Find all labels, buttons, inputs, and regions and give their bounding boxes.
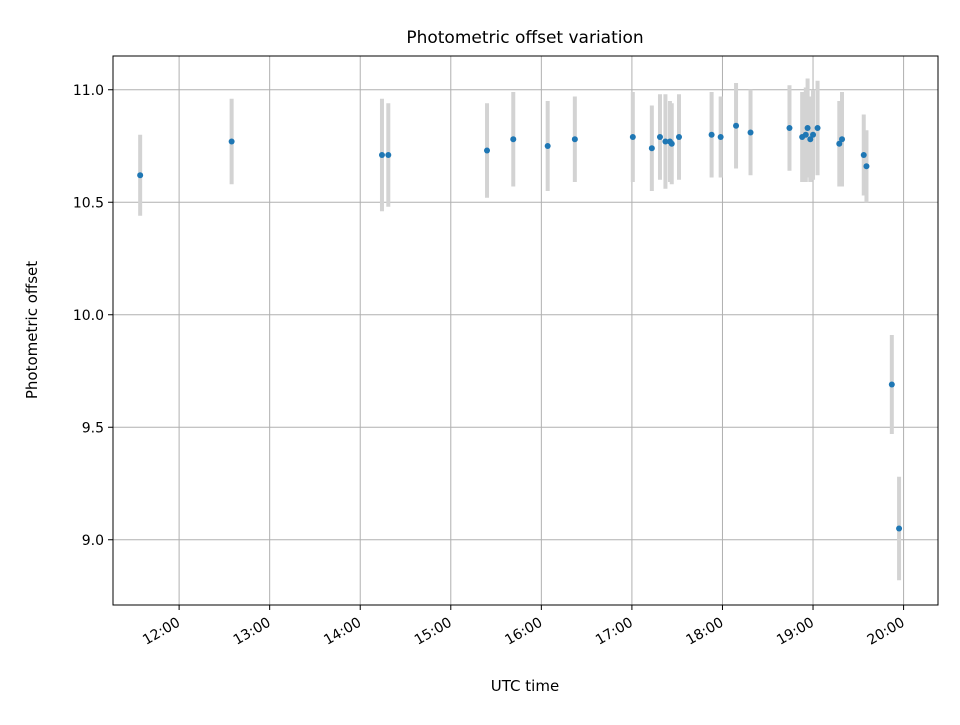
- y-axis-ticks: 9.0 9.5 10.0 10.5 11.0: [73, 83, 113, 549]
- data-point: [804, 125, 811, 131]
- chart-title: Photometric offset variation: [406, 28, 643, 48]
- x-axis-label: UTC time: [491, 677, 559, 695]
- data-point: [708, 131, 715, 138]
- data-point: [137, 172, 144, 179]
- data-point: [802, 131, 809, 138]
- data-point: [629, 134, 636, 140]
- data-point: [888, 381, 895, 388]
- y-axis-label: Photometric offset: [23, 261, 41, 399]
- data-point: [839, 136, 846, 143]
- data-point: [747, 129, 754, 136]
- data-point: [385, 152, 392, 158]
- data-point: [836, 140, 843, 147]
- data-point: [786, 125, 793, 131]
- y-tick-label: 10.5: [73, 195, 104, 211]
- data-point: [810, 131, 817, 138]
- data-point: [860, 152, 867, 158]
- data-point: [717, 134, 724, 140]
- data-point: [571, 136, 578, 143]
- y-tick-label: 10.0: [73, 308, 104, 324]
- data-point: [378, 152, 385, 158]
- data-point: [648, 145, 655, 152]
- data-point: [668, 140, 675, 147]
- y-tick-label: 9.5: [82, 420, 104, 436]
- data-points: [137, 122, 903, 532]
- data-point: [807, 136, 814, 143]
- data-point: [863, 163, 870, 170]
- data-point: [733, 122, 740, 129]
- data-point: [656, 134, 663, 140]
- data-point: [896, 525, 903, 532]
- data-point: [814, 125, 821, 131]
- data-point: [484, 147, 491, 154]
- data-point: [675, 134, 682, 140]
- y-tick-label: 9.0: [82, 533, 104, 549]
- data-point: [662, 138, 669, 145]
- data-point: [544, 143, 551, 149]
- plot-frame: [112, 55, 939, 606]
- data-point: [228, 138, 235, 145]
- data-point: [510, 136, 517, 143]
- y-tick-label: 11.0: [73, 83, 104, 99]
